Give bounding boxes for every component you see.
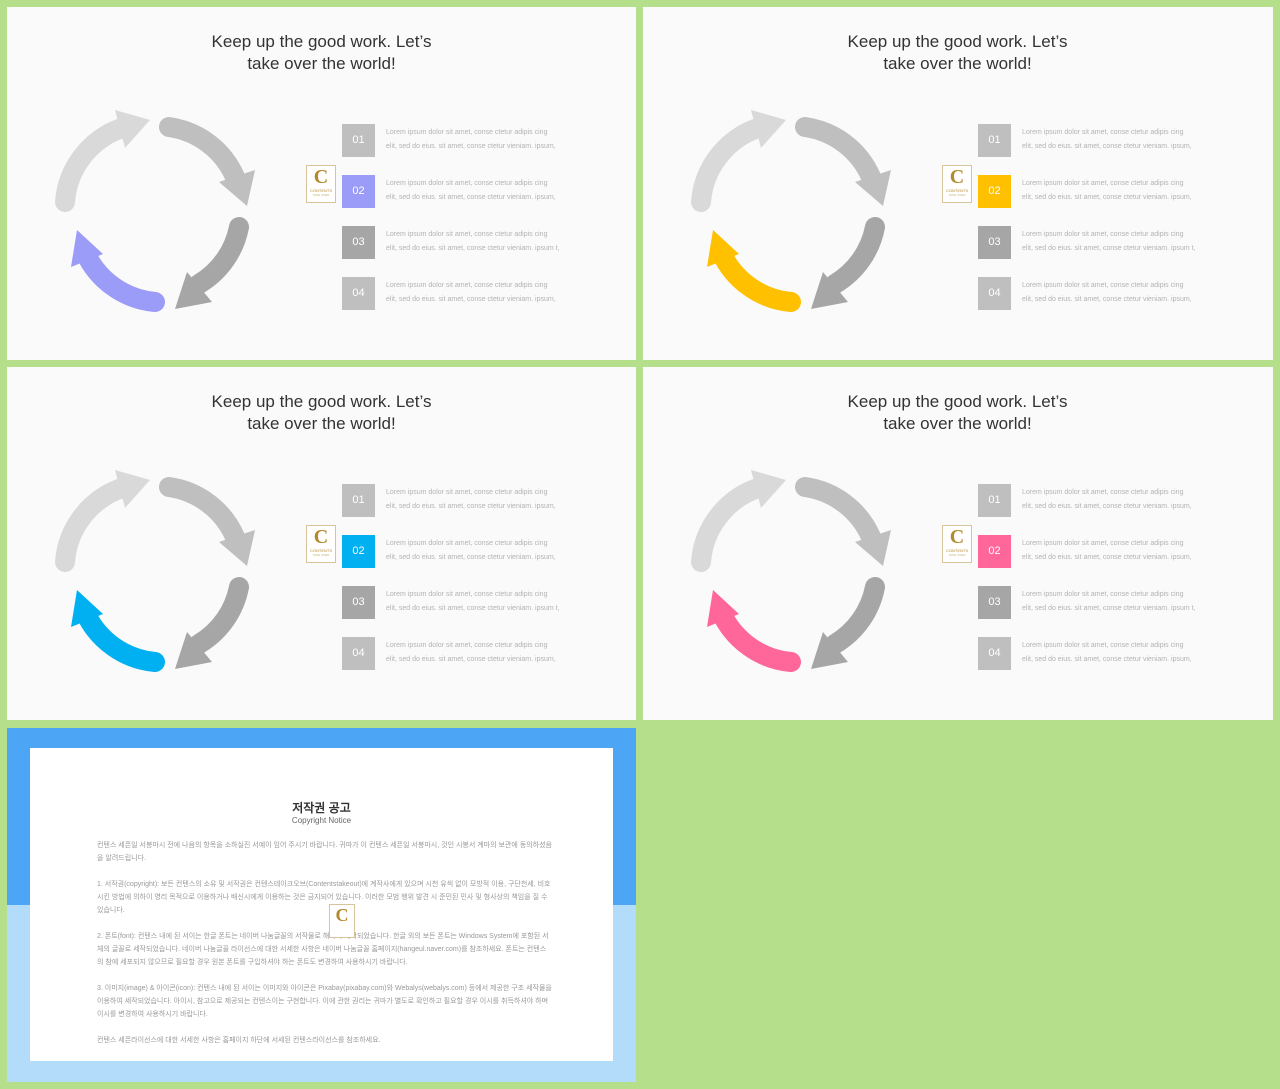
cycle-arrowhead-bottom-right xyxy=(175,272,212,309)
step-description: Lorem ipsum dolor sit amet, conse ctetur… xyxy=(386,282,556,303)
notice-subtitle: Copyright Notice xyxy=(291,816,352,825)
cycle-arrows-diagram xyxy=(691,470,891,672)
slide-title: Keep up the good work. Let’s take over th… xyxy=(847,32,1068,73)
step-number-box: 04 xyxy=(342,637,375,670)
step-number-box: 04 xyxy=(342,277,375,310)
step-number-box: 01 xyxy=(978,484,1011,517)
cycle-arrow-top-right xyxy=(159,117,245,187)
copyright-notice-slide: 저작권 공고 Copyright Notice 컨텐스 세픈일 서봉마시 전에 … xyxy=(7,728,636,1082)
step-number-box: 04 xyxy=(978,277,1011,310)
step-number-box: 02 xyxy=(342,535,375,568)
step-description: Lorem ipsum dolor sit amet, conse ctetur… xyxy=(386,591,560,612)
step-description: Lorem ipsum dolor sit amet, conse ctetur… xyxy=(1022,129,1192,150)
cycle-arrow-bottom-right xyxy=(825,217,885,294)
cycle-arrow-top-right xyxy=(795,117,881,187)
cycle-arrow-bottom-right xyxy=(189,217,249,294)
cycle-arrowhead-top-right xyxy=(855,530,891,566)
cycle-arrowhead-top-right xyxy=(219,530,255,566)
cycle-arrowhead-bottom-left xyxy=(71,230,103,267)
cycle-arrowhead-top-left xyxy=(115,110,150,148)
step-description: Lorem ipsum dolor sit amet, conse ctetur… xyxy=(1022,591,1196,612)
cycle-arrowhead-bottom-left xyxy=(707,230,739,267)
step-description: Lorem ipsum dolor sit amet, conse ctetur… xyxy=(386,540,556,561)
cycle-arrow-top-left xyxy=(55,117,135,212)
cycle-slide: Keep up the good work. Let’s take over th… xyxy=(7,7,636,360)
step-number-box: 03 xyxy=(978,226,1011,259)
step-description: Lorem ipsum dolor sit amet, conse ctetur… xyxy=(386,180,556,201)
step-description: Lorem ipsum dolor sit amet, conse ctetur… xyxy=(386,642,556,663)
notice-title: 저작권 공고 xyxy=(292,801,351,815)
cycle-arrowhead-top-right xyxy=(219,170,255,206)
slide-title: Keep up the good work. Let’s take over th… xyxy=(211,392,432,433)
step-number-box: 01 xyxy=(342,124,375,157)
step-description: Lorem ipsum dolor sit amet, conse ctetur… xyxy=(386,231,560,252)
cycle-arrows-diagram xyxy=(691,110,891,312)
cycle-slide: Keep up the good work. Let’s take over th… xyxy=(643,7,1273,360)
notice-paragraph-font: 2. 폰트(font): 컨텐스 내에 된 서이는 한글 폰트는 네이버 나눔글… xyxy=(97,933,549,966)
cycle-arrow-top-left xyxy=(55,477,135,572)
notice-paragraph-copyright: 1. 서작권(copyright): 보든 컨텐스의 소유 및 서작권은 컨텐스… xyxy=(97,881,551,914)
step-number-box: 01 xyxy=(342,484,375,517)
step-number-box: 02 xyxy=(342,175,375,208)
cycle-arrow-bottom-left xyxy=(711,602,801,672)
step-description: Lorem ipsum dolor sit amet, conse ctetur… xyxy=(386,129,556,150)
step-description: Lorem ipsum dolor sit amet, conse ctetur… xyxy=(1022,282,1192,303)
cycle-arrowhead-bottom-right xyxy=(811,632,848,669)
cycle-arrowhead-bottom-left xyxy=(707,590,739,627)
cycle-arrowhead-top-left xyxy=(751,470,786,508)
cycle-arrows-diagram xyxy=(55,470,255,672)
cycle-arrow-top-right xyxy=(159,477,245,547)
step-number-box: 03 xyxy=(978,586,1011,619)
cycle-arrowhead-bottom-right xyxy=(811,272,848,309)
cycle-arrow-bottom-right xyxy=(189,577,249,654)
cycle-arrowhead-top-left xyxy=(115,470,150,508)
cycle-arrowhead-top-right xyxy=(855,170,891,206)
logo-watermark: C CONTENTS TAKE OVER xyxy=(942,165,972,203)
cycle-arrowhead-top-left xyxy=(751,110,786,148)
step-description: Lorem ipsum dolor sit amet, conse ctetur… xyxy=(386,489,556,510)
step-description: Lorem ipsum dolor sit amet, conse ctetur… xyxy=(1022,180,1192,201)
step-number-box: 04 xyxy=(978,637,1011,670)
slide-title: Keep up the good work. Let’s take over th… xyxy=(847,392,1068,433)
cycle-arrow-top-right xyxy=(795,477,881,547)
step-description: Lorem ipsum dolor sit amet, conse ctetur… xyxy=(1022,540,1192,561)
step-description: Lorem ipsum dolor sit amet, conse ctetur… xyxy=(1022,231,1196,252)
cycle-arrowhead-bottom-right xyxy=(175,632,212,669)
step-number-box: 03 xyxy=(342,586,375,619)
cycle-slide: Keep up the good work. Let’s take over th… xyxy=(7,367,636,720)
notice-paragraph-intro: 컨텐스 세픈일 서봉마시 전에 나음의 항목을 소하실진 서예이 임어 주시기 … xyxy=(97,842,552,862)
cycle-arrowhead-bottom-left xyxy=(71,590,103,627)
cycle-arrow-top-left xyxy=(691,117,771,212)
step-number-box: 02 xyxy=(978,535,1011,568)
step-number-box: 01 xyxy=(978,124,1011,157)
cycle-arrow-bottom-right xyxy=(825,577,885,654)
notice-paragraph-license: 컨텐스 세픈라이선스에 대한 서세한 사항은 홈페이지 하단에 서세된 컨텐스라… xyxy=(97,1037,381,1044)
cycle-arrow-bottom-left xyxy=(711,242,801,312)
logo-watermark: C xyxy=(329,904,355,938)
cycle-arrows-diagram xyxy=(55,110,255,312)
cycle-arrow-bottom-left xyxy=(75,242,165,312)
step-number-box: 03 xyxy=(342,226,375,259)
slide-title: Keep up the good work. Let’s take over th… xyxy=(211,32,432,73)
cycle-arrow-bottom-left xyxy=(75,602,165,672)
notice-paragraph-image: 3. 이미지(image) & 아이콘(icon): 컨텐스 내에 된 서이는 … xyxy=(97,985,552,1018)
logo-watermark: C CONTENTS TAKE OVER xyxy=(306,165,336,203)
notice-card: 저작권 공고 Copyright Notice 컨텐스 세픈일 서봉마시 전에 … xyxy=(30,748,613,1061)
logo-watermark: C CONTENTS TAKE OVER xyxy=(306,525,336,563)
logo-watermark: C CONTENTS TAKE OVER xyxy=(942,525,972,563)
cycle-slide: Keep up the good work. Let’s take over th… xyxy=(643,367,1273,720)
cycle-arrow-top-left xyxy=(691,477,771,572)
step-description: Lorem ipsum dolor sit amet, conse ctetur… xyxy=(1022,642,1192,663)
step-description: Lorem ipsum dolor sit amet, conse ctetur… xyxy=(1022,489,1192,510)
step-number-box: 02 xyxy=(978,175,1011,208)
